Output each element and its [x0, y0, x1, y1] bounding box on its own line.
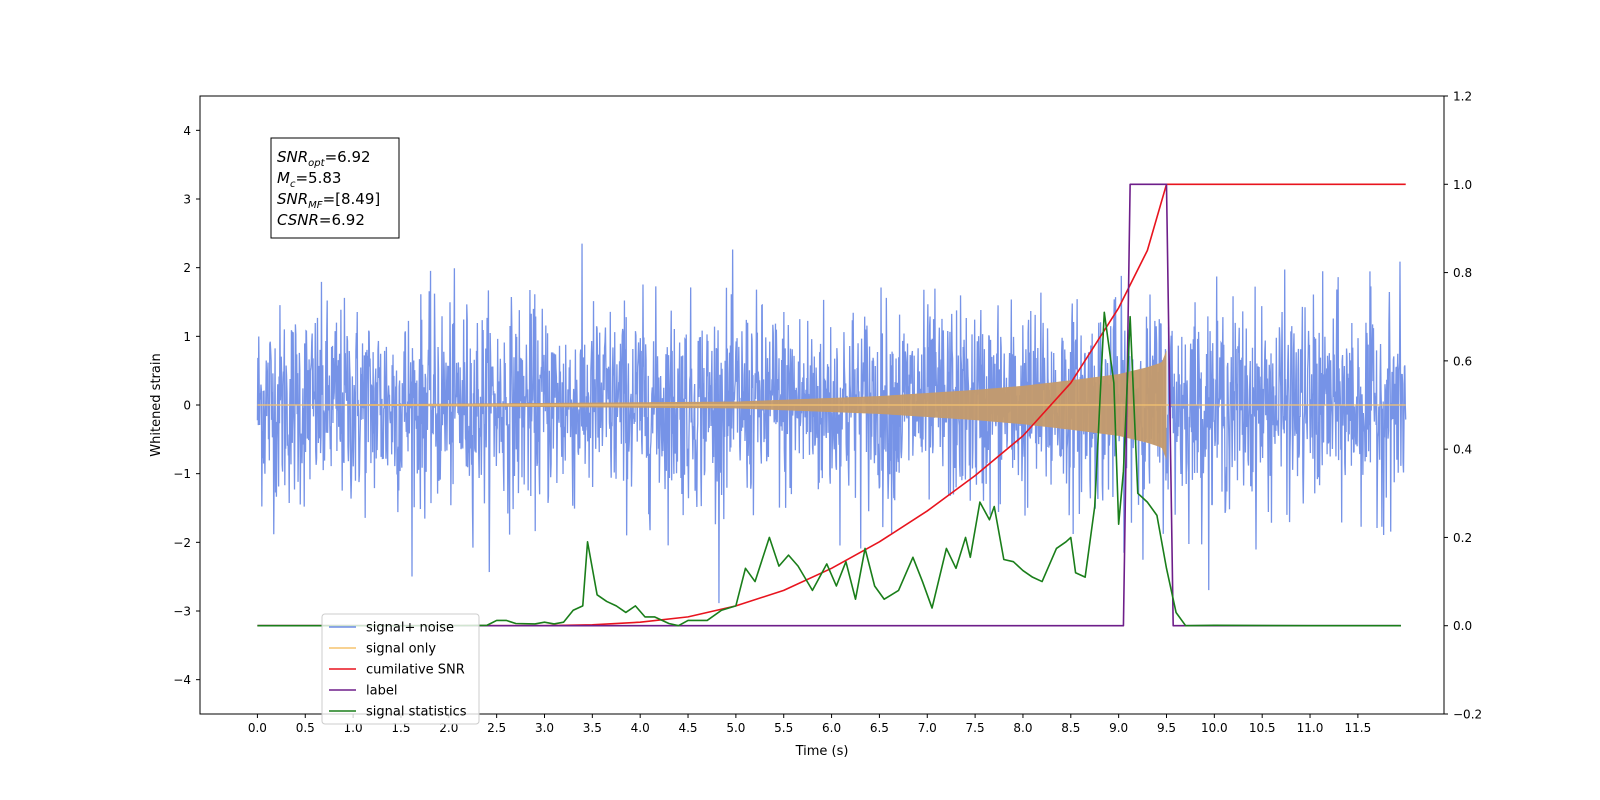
- y-axis-label: Whitened strain: [149, 353, 164, 456]
- series-signal-noise-line: [256, 243, 1407, 604]
- y-axis-right: 1.2 1.0 0.8 0.6 0.4 0.2 0.0 −0.2: [1444, 90, 1482, 722]
- y2-tick-label-3: 0.6: [1453, 354, 1472, 368]
- series-signal-only: [257, 350, 1406, 460]
- legend-label-4: signal statistics: [366, 705, 467, 720]
- plot-area: [256, 183, 1407, 627]
- x-tick-label-22: 11.0: [1297, 721, 1324, 735]
- x-tick-label-5: 2.5: [487, 721, 506, 735]
- y-tick-label-5: −1: [173, 467, 191, 481]
- x-tick-label-0: 0.0: [248, 721, 267, 735]
- legend-frame: [321, 613, 480, 725]
- legend-label-1: signal only: [366, 642, 436, 657]
- series-signal-noise: [256, 243, 1407, 604]
- y-tick-label-6: −2: [173, 536, 191, 550]
- y-tick-label-2: 2: [183, 261, 191, 275]
- x-tick-label-14: 7.0: [918, 721, 937, 735]
- x-tick-label-10: 5.0: [726, 721, 745, 735]
- x-tick-label-21: 10.5: [1249, 721, 1276, 735]
- x-tick-label-7: 3.5: [583, 721, 602, 735]
- x-tick-label-23: 11.5: [1345, 721, 1372, 735]
- x-tick-label-12: 6.0: [822, 721, 841, 735]
- annotation-line-1: Mc=5.83: [277, 169, 341, 190]
- legend-label-3: label: [366, 684, 397, 699]
- x-tick-label-9: 4.5: [678, 721, 697, 735]
- x-tick-label-11: 5.5: [774, 721, 793, 735]
- annotation-frame: [270, 137, 400, 239]
- y-tick-label-0: 4: [183, 124, 191, 138]
- annotation-line-2: SNRMF=[8.49]: [277, 190, 380, 211]
- annotation-line-3: CSNR=6.92: [277, 211, 365, 229]
- x-tick-label-20: 10.0: [1201, 721, 1228, 735]
- x-tick-label-1: 0.5: [296, 721, 315, 735]
- y-axis-left: 4 3 2 1 0 −1 −2 −3 −4: [173, 124, 200, 687]
- y-tick-label-1: 3: [183, 193, 191, 207]
- y-tick-label-4: 0: [183, 399, 191, 413]
- x-tick-label-18: 9.0: [1109, 721, 1128, 735]
- series-signal-statistics: [257, 311, 1401, 627]
- y2-tick-label-6: 0.0: [1453, 619, 1472, 633]
- x-tick-label-8: 4.0: [631, 721, 650, 735]
- y2-tick-label-1: 1.0: [1453, 178, 1472, 192]
- y2-tick-label-5: 0.2: [1453, 531, 1472, 545]
- y-tick-label-8: −4: [173, 673, 191, 687]
- y-tick-label-7: −3: [173, 605, 191, 619]
- y-tick-label-3: 1: [183, 330, 191, 344]
- x-tick-label-13: 6.5: [870, 721, 889, 735]
- legend-label-2: cumilative SNR: [366, 663, 465, 678]
- y2-tick-label-0: 1.2: [1453, 90, 1472, 104]
- y2-tick-label-2: 0.8: [1453, 266, 1472, 280]
- legend-label-0: signal+ noise: [366, 621, 454, 636]
- x-axis-label: Time (s): [795, 744, 849, 759]
- x-axis: 0.0 0.5 1.0 1.5 2.0 2.5 3.0 3.5 4.0 4.5 5.0 5.5 6.0 6…: [248, 714, 1371, 735]
- x-tick-label-6: 3.0: [535, 721, 554, 735]
- x-tick-label-16: 8.0: [1013, 721, 1032, 735]
- x-tick-label-17: 8.5: [1061, 721, 1080, 735]
- y2-tick-label-4: 0.4: [1453, 443, 1472, 457]
- x-tick-label-19: 9.5: [1157, 721, 1176, 735]
- legend: signal+ noise signal only cumilative SNR la…: [321, 613, 480, 725]
- x-tick-label-15: 7.5: [966, 721, 985, 735]
- y2-tick-label-7: −0.2: [1453, 708, 1482, 722]
- annotation-line-0: SNRopt=6.92: [277, 148, 371, 169]
